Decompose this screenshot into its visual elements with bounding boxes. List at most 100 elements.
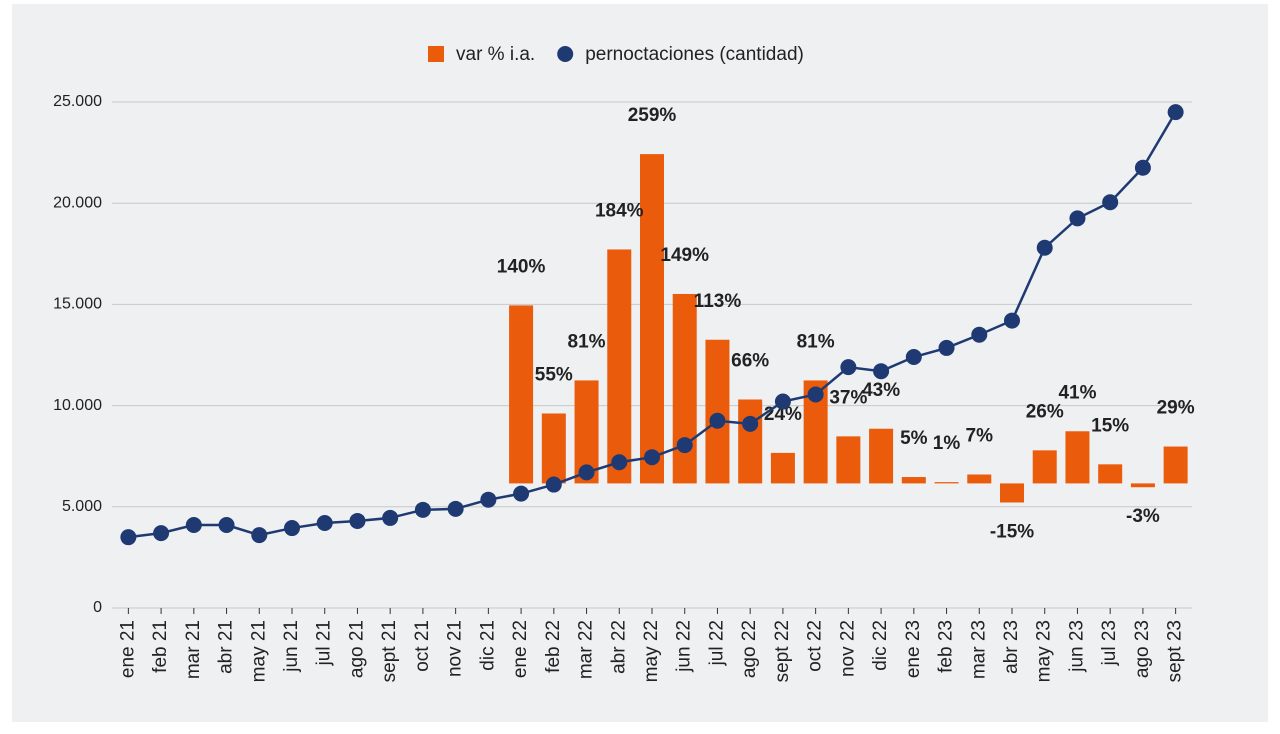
bar bbox=[541, 413, 566, 484]
y-tick-label: 25.000 bbox=[53, 93, 102, 110]
x-tick-label: oct 22 bbox=[805, 620, 826, 672]
y-tick-label: 5.000 bbox=[62, 498, 102, 515]
data-label: 1% bbox=[933, 433, 961, 454]
point bbox=[611, 454, 628, 471]
data-label: 5% bbox=[900, 428, 928, 449]
point bbox=[316, 514, 333, 531]
x-tick-label: mar 22 bbox=[576, 620, 597, 679]
point bbox=[1069, 210, 1086, 227]
x-tick-label: jul 22 bbox=[706, 620, 727, 666]
x-tick-label: sept 22 bbox=[772, 620, 793, 682]
x-tick-label: dic 21 bbox=[477, 620, 498, 671]
data-label: -15% bbox=[990, 521, 1034, 542]
bar bbox=[1000, 483, 1024, 503]
bar bbox=[509, 305, 534, 484]
legend-swatch bbox=[428, 46, 444, 62]
point bbox=[185, 517, 202, 534]
x-tick-label: sept 23 bbox=[1165, 620, 1186, 682]
data-label: 26% bbox=[1026, 401, 1064, 422]
point bbox=[742, 415, 759, 432]
x-tick-label: feb 21 bbox=[150, 620, 171, 673]
x-tick-label: jul 23 bbox=[1099, 620, 1120, 666]
point bbox=[938, 339, 955, 356]
point bbox=[349, 512, 366, 529]
bar bbox=[1130, 483, 1155, 488]
point bbox=[709, 412, 726, 429]
point bbox=[251, 527, 268, 544]
data-label: 149% bbox=[660, 245, 709, 266]
point bbox=[676, 437, 693, 454]
bar bbox=[705, 339, 730, 484]
x-tick-label: ago 22 bbox=[739, 620, 760, 678]
y-tick-label: 20.000 bbox=[53, 194, 102, 211]
point bbox=[971, 326, 988, 343]
x-tick-label: ago 23 bbox=[1132, 620, 1153, 678]
data-label: 81% bbox=[568, 331, 606, 352]
bar bbox=[869, 428, 894, 484]
data-label: 7% bbox=[966, 426, 994, 447]
bar bbox=[640, 154, 664, 484]
point bbox=[447, 500, 464, 517]
legend-swatch bbox=[557, 46, 574, 62]
data-label: 184% bbox=[595, 200, 644, 221]
data-label: 29% bbox=[1157, 398, 1195, 419]
x-tick-label: may 23 bbox=[1034, 620, 1055, 682]
data-label: 140% bbox=[497, 256, 546, 277]
x-tick-label: mar 23 bbox=[968, 620, 989, 679]
bar bbox=[770, 452, 795, 484]
point bbox=[578, 464, 595, 481]
data-label: 15% bbox=[1091, 415, 1129, 436]
point bbox=[774, 393, 791, 410]
x-tick-label: oct 21 bbox=[412, 620, 433, 672]
data-label: 37% bbox=[829, 387, 867, 408]
point bbox=[1102, 194, 1119, 211]
data-label: 81% bbox=[797, 331, 835, 352]
x-tick-label: jun 21 bbox=[281, 620, 302, 673]
point bbox=[218, 517, 235, 534]
x-tick-label: may 22 bbox=[641, 620, 662, 682]
bar bbox=[836, 436, 861, 484]
point bbox=[382, 509, 399, 526]
point bbox=[905, 349, 922, 366]
point bbox=[1167, 104, 1184, 121]
point bbox=[840, 359, 857, 376]
bar bbox=[934, 482, 959, 484]
data-label: 43% bbox=[862, 380, 900, 401]
legend-label: pernoctaciones (cantidad) bbox=[585, 44, 804, 65]
point bbox=[1036, 239, 1053, 256]
point bbox=[120, 529, 137, 546]
bar bbox=[1163, 446, 1188, 484]
x-tick-label: jun 23 bbox=[1066, 620, 1087, 673]
x-tick-label: dic 22 bbox=[870, 620, 891, 671]
x-tick-label: jul 21 bbox=[314, 620, 335, 666]
bar bbox=[1098, 464, 1123, 484]
point bbox=[513, 485, 530, 502]
x-tick-label: abr 23 bbox=[1001, 620, 1022, 674]
legend-label: var % i.a. bbox=[456, 44, 535, 65]
x-tick-label: ene 23 bbox=[903, 620, 924, 678]
point bbox=[545, 476, 562, 493]
x-tick-label: nov 22 bbox=[837, 620, 858, 677]
x-tick-label: abr 22 bbox=[608, 620, 629, 674]
point bbox=[1134, 159, 1151, 176]
y-tick-label: 10.000 bbox=[53, 397, 102, 414]
point bbox=[807, 386, 824, 403]
point bbox=[1004, 312, 1020, 329]
x-tick-label: feb 23 bbox=[936, 620, 957, 673]
point bbox=[644, 449, 660, 466]
y-tick-label: 15.000 bbox=[53, 296, 102, 313]
data-label: 259% bbox=[628, 105, 677, 126]
data-label: -3% bbox=[1126, 506, 1160, 527]
data-label: 113% bbox=[694, 291, 742, 312]
y-tick-label: 0 bbox=[93, 599, 102, 616]
point bbox=[414, 501, 431, 518]
x-tick-label: mar 21 bbox=[183, 620, 204, 679]
point bbox=[153, 525, 170, 542]
x-tick-label: abr 21 bbox=[216, 620, 237, 674]
bar bbox=[672, 293, 697, 484]
bar bbox=[901, 477, 926, 484]
x-tick-label: nov 21 bbox=[445, 620, 466, 677]
bar bbox=[607, 249, 632, 484]
point bbox=[873, 363, 890, 380]
